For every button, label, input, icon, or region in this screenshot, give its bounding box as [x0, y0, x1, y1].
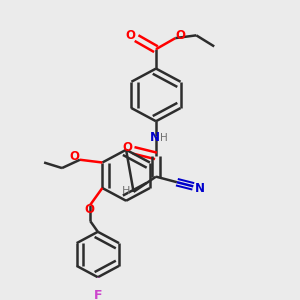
Text: H: H [122, 185, 130, 196]
Text: H: H [160, 133, 168, 143]
Text: O: O [123, 140, 133, 154]
Text: O: O [84, 203, 94, 216]
Text: N: N [195, 182, 205, 195]
Text: O: O [126, 29, 136, 42]
Text: F: F [94, 289, 102, 300]
Text: N: N [149, 131, 160, 144]
Text: O: O [176, 29, 186, 42]
Text: O: O [69, 151, 79, 164]
